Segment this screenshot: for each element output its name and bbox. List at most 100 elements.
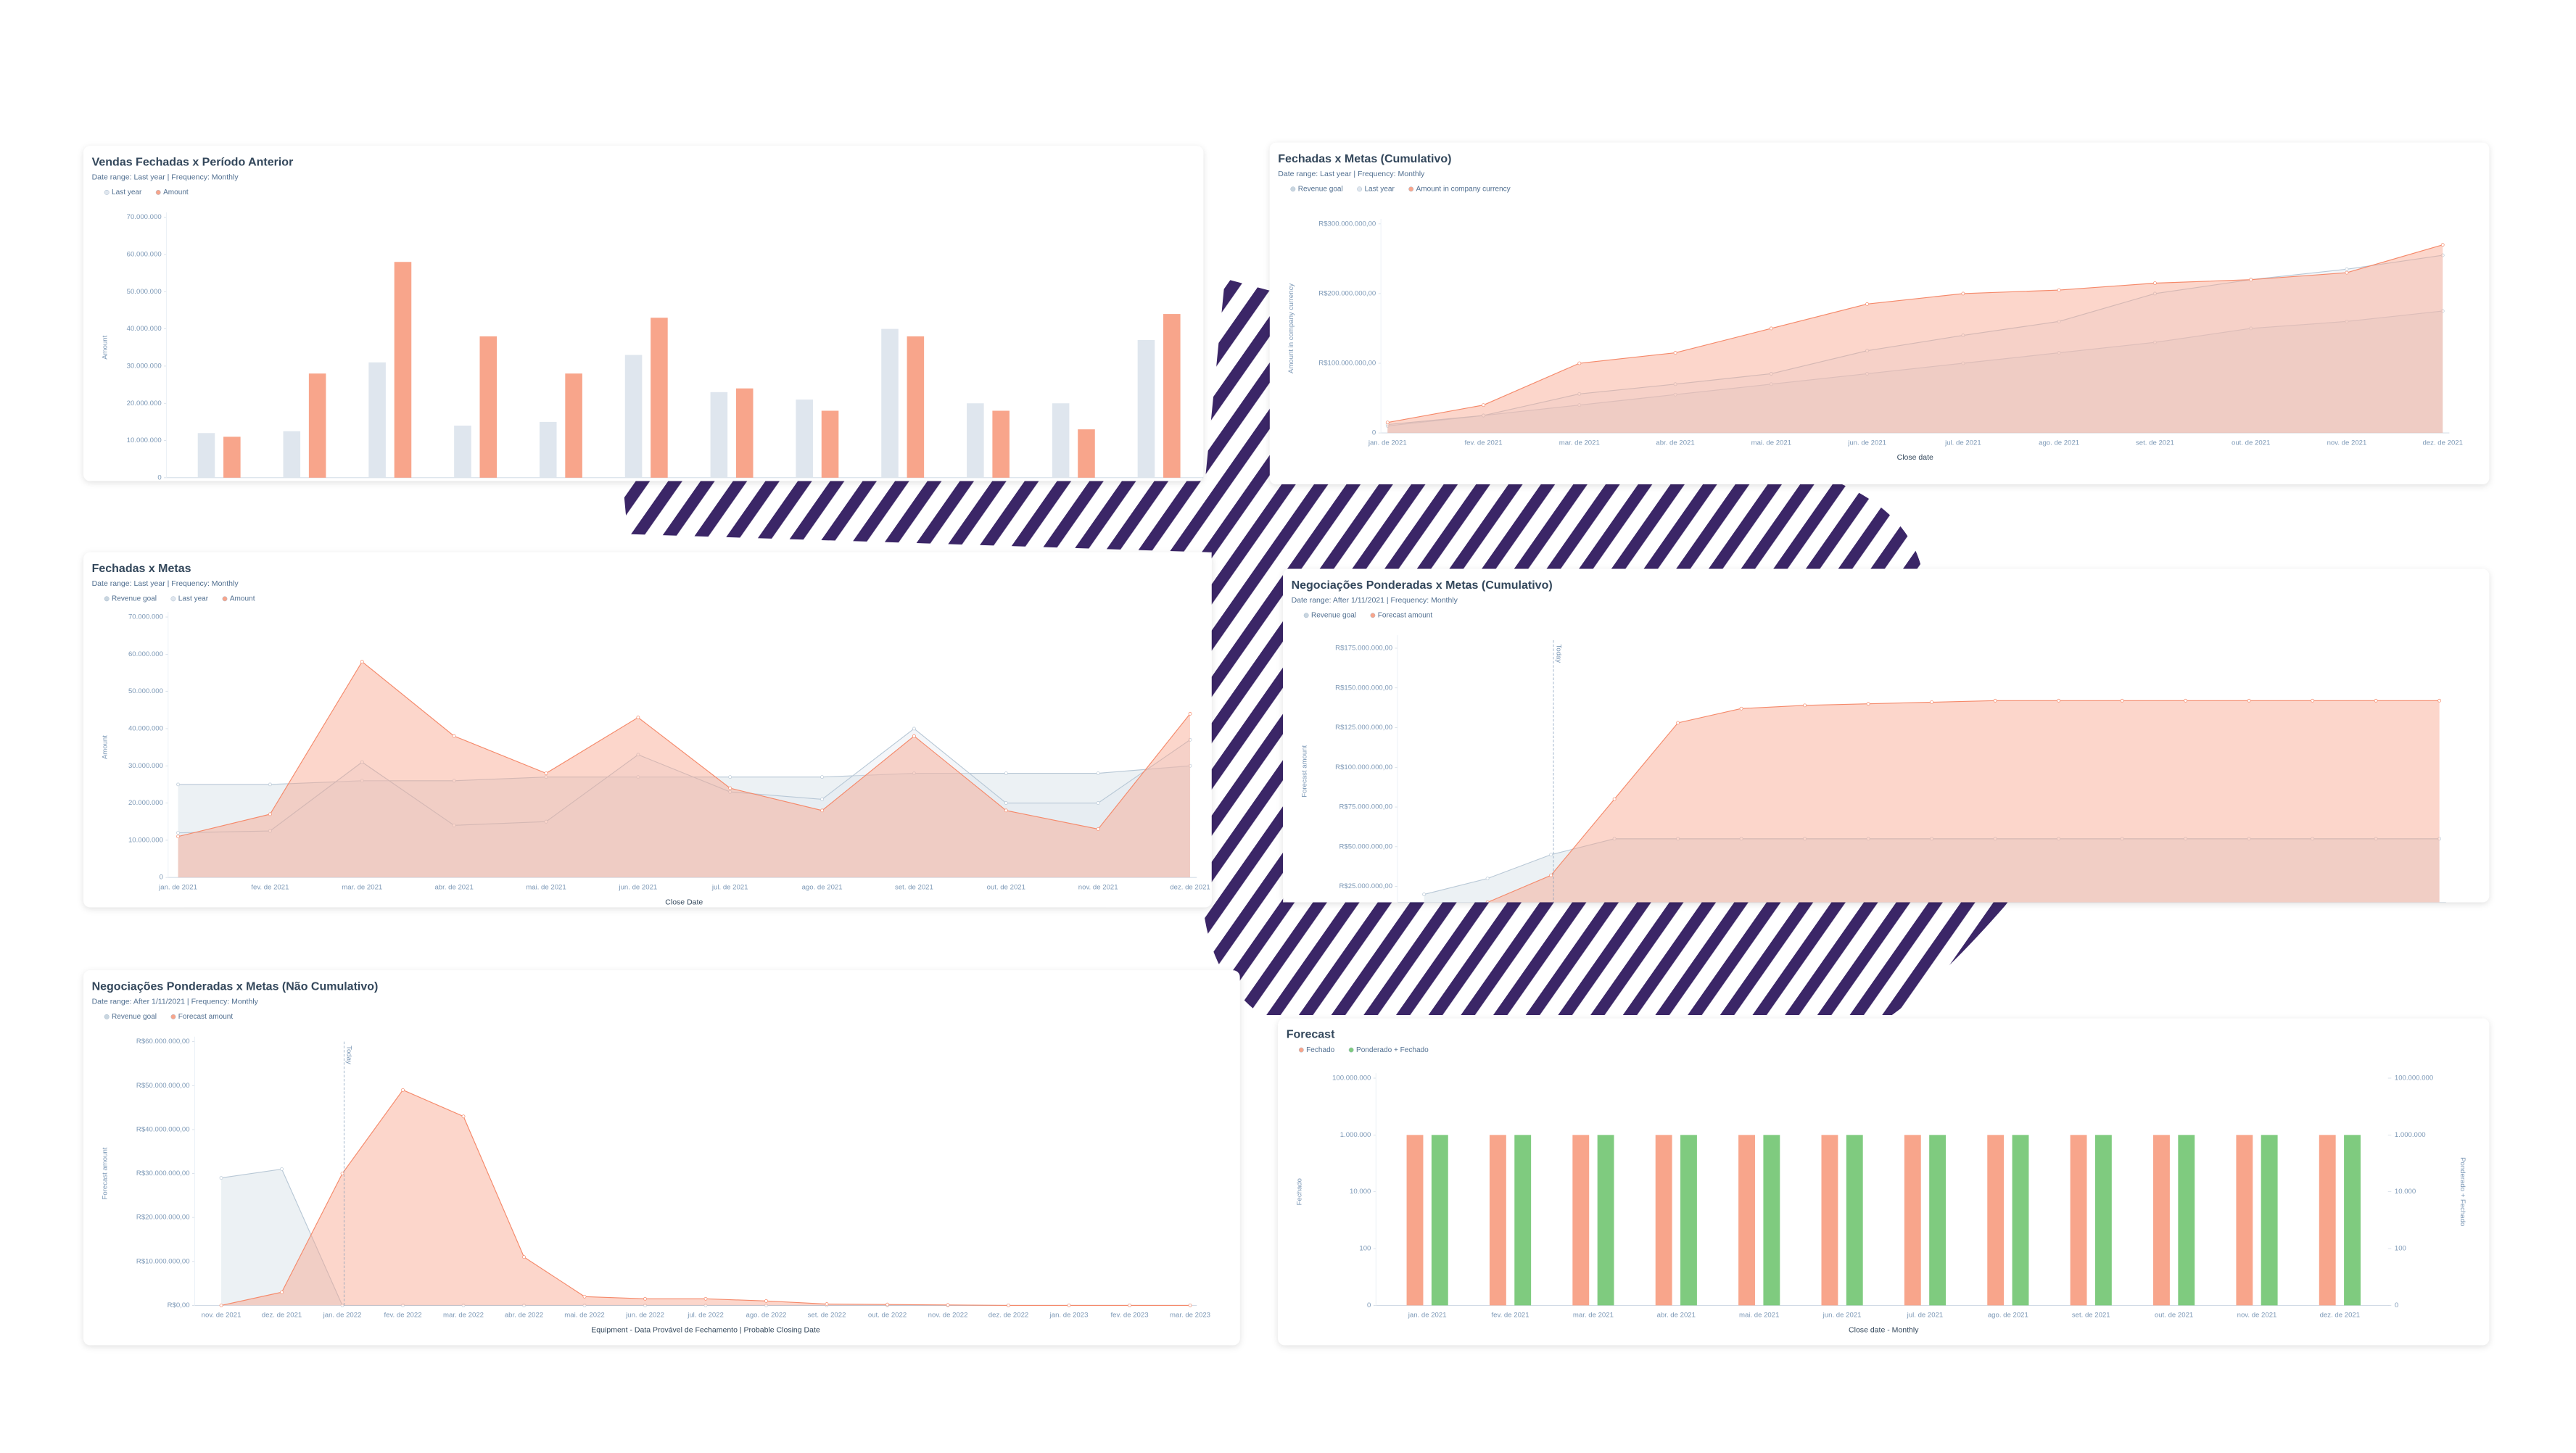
point bbox=[636, 775, 640, 779]
y-tick-label: R$40.000.000,00 bbox=[136, 1125, 190, 1133]
area-fill bbox=[1387, 310, 2443, 434]
y-tick-label: 60.000.000 bbox=[128, 650, 163, 658]
bar bbox=[2070, 1135, 2087, 1306]
legend-label: Ponderado + Fechado bbox=[1356, 1046, 1429, 1054]
bar bbox=[1052, 403, 1070, 478]
point bbox=[764, 1303, 768, 1307]
y-tick-label: 20.000.000 bbox=[127, 400, 162, 407]
y-tick-label: R$175.000.000,00 bbox=[1335, 645, 1392, 653]
bar bbox=[1987, 1135, 2005, 1306]
chart-title: Fechadas x Metas bbox=[92, 563, 191, 575]
x-tick-label: ago. de 2021 bbox=[802, 883, 843, 891]
chart-subtitle: Date range: After 1/11/2021 | Frequency:… bbox=[92, 998, 259, 1006]
point bbox=[2120, 837, 2124, 841]
point bbox=[1422, 893, 1426, 896]
chart-subtitle: Date range: After 1/11/2021 | Frequency:… bbox=[1292, 596, 1458, 605]
x-tick-label: jul. de 2021 bbox=[1944, 439, 1981, 447]
x-tick-label: nov. de 2021 bbox=[2237, 1312, 2277, 1320]
legend-swatch bbox=[170, 1014, 176, 1019]
bar bbox=[651, 318, 668, 478]
point bbox=[1549, 873, 1553, 877]
point bbox=[544, 819, 548, 824]
point bbox=[1866, 837, 1870, 841]
legend-swatch bbox=[1408, 186, 1414, 192]
legend-label: Amount in company currency bbox=[1416, 185, 1511, 193]
point bbox=[452, 734, 456, 738]
x-tick-label: nov. de 2021 bbox=[2327, 439, 2367, 447]
point bbox=[461, 1303, 466, 1307]
point bbox=[1865, 302, 1870, 306]
point bbox=[2311, 698, 2315, 703]
point bbox=[2153, 340, 2157, 344]
area-fill bbox=[178, 766, 1191, 878]
y-tick-label: R$150.000.000,00 bbox=[1335, 684, 1392, 692]
series-line bbox=[1387, 310, 2443, 427]
x-axis-title: Close date bbox=[1897, 453, 1933, 462]
x-tick-label: abr. de 2021 bbox=[1657, 1312, 1696, 1320]
point bbox=[1673, 351, 1677, 355]
point bbox=[461, 1114, 466, 1119]
x-tick-label: jun. de 2022 bbox=[625, 1312, 664, 1320]
point bbox=[1769, 382, 1773, 386]
x-tick-label: set. de 2021 bbox=[2072, 1312, 2110, 1320]
point bbox=[1739, 706, 1743, 711]
bar bbox=[479, 336, 498, 478]
legend-label: Amount bbox=[230, 595, 255, 603]
x-tick-label: jun. de 2021 bbox=[1847, 439, 1886, 447]
legend-label: Last year bbox=[112, 189, 142, 196]
x-tick-label: fev. de 2021 bbox=[251, 883, 289, 891]
y-tick-label: 30.000.000 bbox=[128, 762, 163, 770]
bar bbox=[368, 362, 386, 478]
y-axis-title: Forecast amount bbox=[1300, 745, 1308, 797]
y-tick-label: 70.000.000 bbox=[127, 213, 162, 221]
x-tick-label: jan. de 2021 bbox=[1368, 439, 1407, 447]
x-tick-label: fev. de 2021 bbox=[1491, 1312, 1529, 1320]
x-tick-label: mar. de 2021 bbox=[1573, 1312, 1614, 1320]
point bbox=[582, 1303, 587, 1307]
x-tick-label: set. de 2022 bbox=[808, 1312, 846, 1320]
bar bbox=[796, 400, 813, 478]
bar bbox=[1929, 1135, 1947, 1306]
legend-swatch bbox=[170, 596, 176, 602]
legend-label: Last year bbox=[178, 595, 209, 603]
y-tick-label: 70.000.000 bbox=[128, 613, 163, 621]
point bbox=[2440, 243, 2445, 247]
legend-label: Revenue goal bbox=[1311, 611, 1356, 619]
point bbox=[2249, 326, 2253, 331]
legend-swatch bbox=[1348, 1047, 1354, 1053]
chart-title: Negociações Ponderadas x Metas (Cumulati… bbox=[1292, 579, 1553, 592]
point bbox=[176, 835, 180, 839]
bar bbox=[624, 355, 643, 478]
x-tick-label: fev. de 2022 bbox=[384, 1312, 421, 1320]
y-axis-title: Amount bbox=[101, 335, 109, 359]
x-tick-label: nov. de 2021 bbox=[1078, 883, 1118, 891]
point bbox=[2440, 253, 2445, 257]
x-tick-label: jul. de 2022 bbox=[687, 1312, 724, 1320]
x-tick-label: dez. de 2021 bbox=[262, 1312, 302, 1320]
x-tick-label: set. de 2021 bbox=[895, 883, 933, 891]
x-axis-title: Close date - Monthly bbox=[1849, 1325, 1919, 1334]
x-tick-label: jan. de 2021 bbox=[158, 883, 197, 891]
point bbox=[2247, 837, 2251, 841]
y-tick-label: R$200.000.000,00 bbox=[1318, 289, 1376, 297]
area-fill bbox=[1387, 244, 2443, 434]
point bbox=[1577, 403, 1582, 407]
bar bbox=[1137, 340, 1155, 478]
point bbox=[1549, 853, 1553, 857]
point bbox=[1930, 837, 1934, 841]
point bbox=[1865, 349, 1870, 353]
point bbox=[912, 726, 916, 731]
today-label: Today bbox=[1554, 645, 1562, 663]
point bbox=[1188, 763, 1192, 768]
bar bbox=[992, 410, 1010, 478]
point bbox=[728, 786, 732, 790]
bar bbox=[710, 392, 728, 478]
x-tick-label: dez. de 2021 bbox=[2422, 439, 2462, 447]
panel-content: Forecast Fechado Ponderado + Fechado 0 100 10… bbox=[1287, 1029, 2466, 1335]
bar bbox=[197, 433, 215, 478]
point bbox=[1930, 700, 1934, 704]
point bbox=[1485, 877, 1490, 881]
legend-swatch bbox=[104, 596, 110, 602]
point bbox=[728, 775, 732, 779]
x-tick-label: out. de 2021 bbox=[987, 883, 1025, 891]
